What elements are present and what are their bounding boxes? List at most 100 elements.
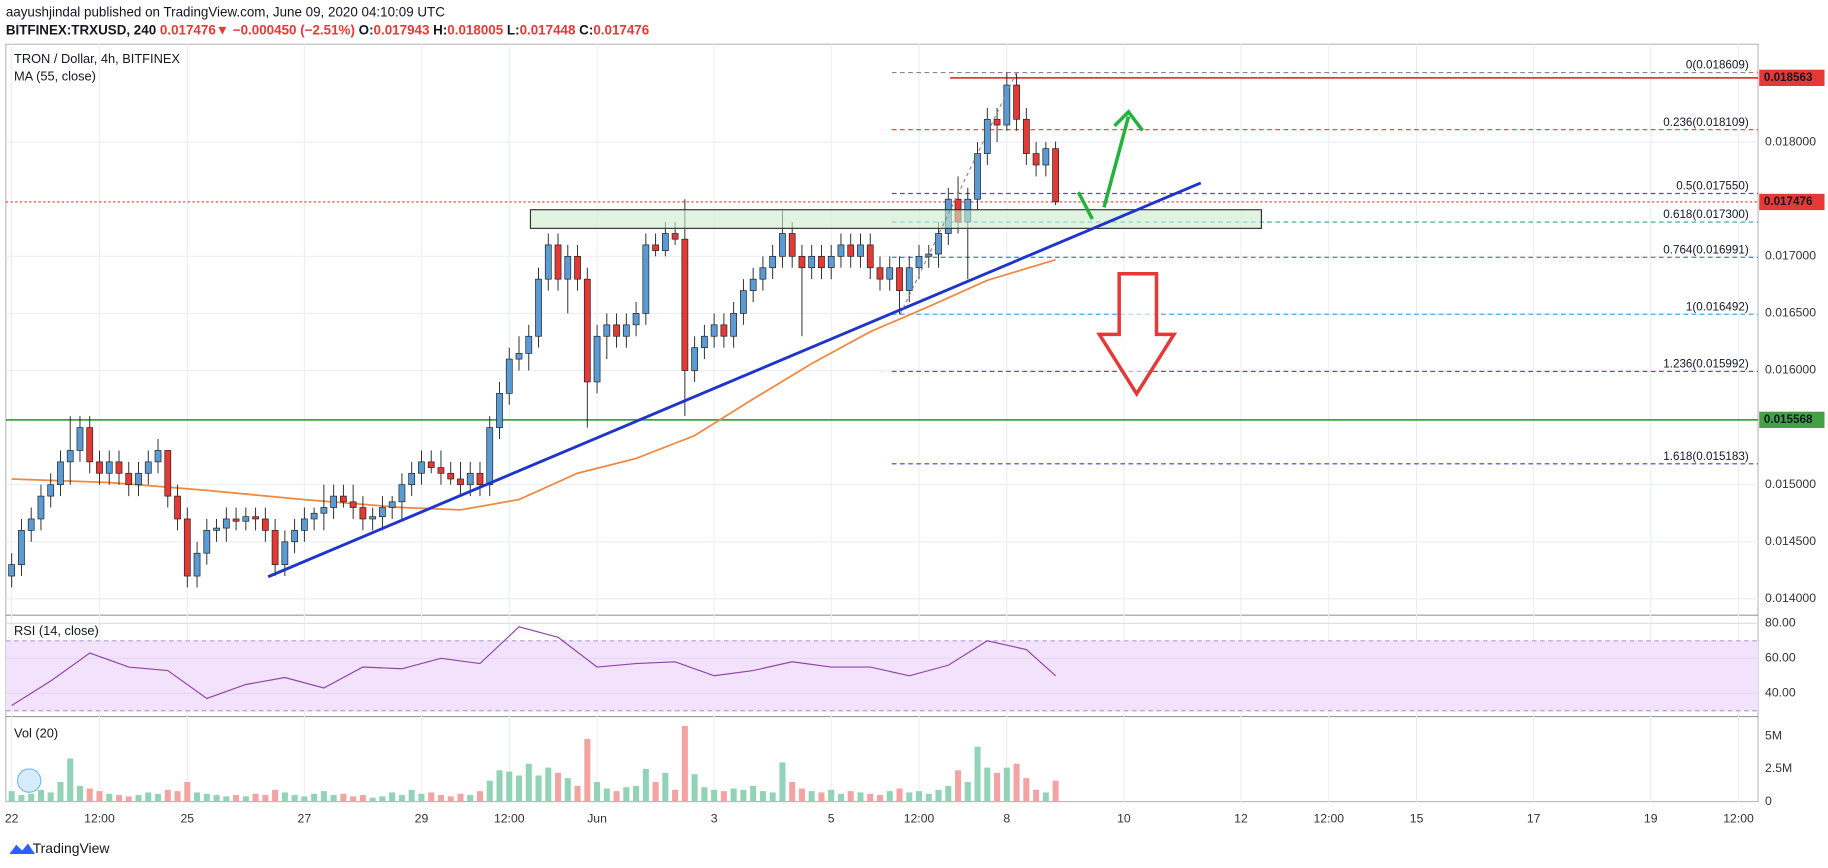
fib-label: 0.618(0.017300): [1663, 208, 1749, 221]
x-tick-label: Jun: [587, 811, 607, 825]
change: −0.000450 (−2.51%): [233, 22, 355, 37]
candle-body: [1003, 84, 1011, 126]
rsi-label: RSI (14, close): [14, 623, 99, 638]
volume-bar: [164, 789, 171, 802]
trend-line: [267, 181, 1202, 579]
candle-body: [398, 484, 406, 503]
candle-body: [300, 518, 308, 531]
candle-body: [281, 541, 289, 565]
volume-bar: [1042, 792, 1049, 802]
candle-body: [261, 518, 269, 531]
volume-bar: [642, 768, 649, 802]
volume-bar: [828, 789, 835, 802]
volume-bar: [798, 788, 805, 802]
volume-bar: [564, 778, 571, 802]
price-badge: [1759, 193, 1825, 211]
fib-label: 0.764(0.016991): [1663, 243, 1749, 256]
volume-bar: [906, 792, 913, 802]
y-tick-label: 0.016000: [1765, 363, 1816, 377]
candle-body: [252, 516, 259, 520]
candle-body: [359, 507, 367, 520]
candle-body: [349, 501, 357, 508]
volume-bar: [994, 772, 1001, 802]
candle-body: [193, 552, 201, 577]
candle-body: [37, 495, 45, 520]
rsi-band: [5, 640, 1759, 711]
y-tick-label: 0.017000: [1765, 249, 1816, 263]
volume-bar: [125, 796, 132, 802]
fib-label: 1.236(0.015992): [1663, 358, 1749, 371]
volume-bar: [623, 787, 630, 802]
volume-bar: [818, 792, 825, 802]
volume-bar: [233, 795, 240, 802]
green-arrow: [1076, 191, 1094, 220]
candle-body: [96, 461, 103, 474]
volume-bar: [701, 787, 708, 802]
candle-body: [369, 516, 377, 520]
candle-body: [720, 324, 728, 337]
volume-bar: [584, 738, 591, 802]
candle-body: [847, 244, 855, 257]
candle-body: [642, 244, 650, 314]
rsi-tick-label: 40.00: [1765, 686, 1796, 700]
volume-bar: [8, 791, 15, 802]
candle-body: [593, 335, 601, 383]
x-tick-label: 12:00: [904, 811, 935, 825]
candle-body: [105, 461, 113, 474]
candle-body: [818, 255, 825, 269]
candle-body: [544, 244, 552, 280]
candle-body: [213, 527, 220, 531]
fib-trend: [899, 71, 1018, 315]
volume-bar: [18, 795, 25, 802]
candle-body: [554, 244, 562, 280]
volume-bar: [613, 791, 620, 802]
candle-body: [496, 392, 503, 428]
candle-body: [8, 564, 16, 577]
volume-bar: [876, 795, 884, 802]
candle-body: [183, 518, 191, 577]
volume-bar: [730, 788, 737, 802]
ohlc-label: L:: [507, 22, 520, 37]
candle-body: [710, 324, 718, 337]
volume-bar: [574, 785, 581, 802]
volume-bar: [398, 795, 405, 802]
volume-bar: [447, 796, 454, 802]
volume-bar: [223, 796, 230, 802]
rsi-line: [11, 626, 1057, 706]
volume-bar: [389, 792, 396, 802]
x-tick-label: 17: [1527, 811, 1541, 825]
volume-bar: [37, 789, 44, 802]
y-tick-label: 0.015000: [1765, 477, 1816, 491]
volume-bar: [935, 789, 942, 802]
volume-bar: [350, 796, 357, 802]
volume-bar: [184, 782, 191, 802]
fib-label: 0.5(0.017550): [1676, 180, 1749, 193]
volume-bar: [886, 791, 893, 802]
candle-body: [613, 324, 620, 337]
author-line: aayushjindal published on TradingView.co…: [6, 4, 445, 19]
volume-bar: [86, 788, 93, 802]
tv-icon: [16, 768, 42, 793]
candle-body: [564, 255, 572, 280]
volume-bar: [789, 782, 796, 802]
volume-bar: [252, 793, 259, 802]
volume-bar: [496, 770, 503, 802]
direction: ▼: [216, 22, 229, 37]
candle-body: [18, 530, 25, 565]
candle-body: [769, 255, 777, 269]
volume-bar: [486, 780, 493, 802]
fib-label: 0(0.018609): [1686, 59, 1749, 72]
volume-bar: [759, 791, 766, 802]
fib-label: 1.618(0.015183): [1663, 450, 1749, 463]
volume-bar: [379, 796, 386, 802]
y-tick-label: 0.014000: [1765, 591, 1816, 605]
candle-body: [525, 335, 533, 354]
ohlc-label: H:: [433, 22, 447, 37]
candle-body: [661, 233, 669, 251]
volume-bar: [418, 793, 425, 802]
volume-bar: [476, 791, 484, 802]
candle-body: [57, 461, 64, 486]
volume-bar: [506, 771, 513, 802]
volume-bar: [57, 782, 64, 802]
